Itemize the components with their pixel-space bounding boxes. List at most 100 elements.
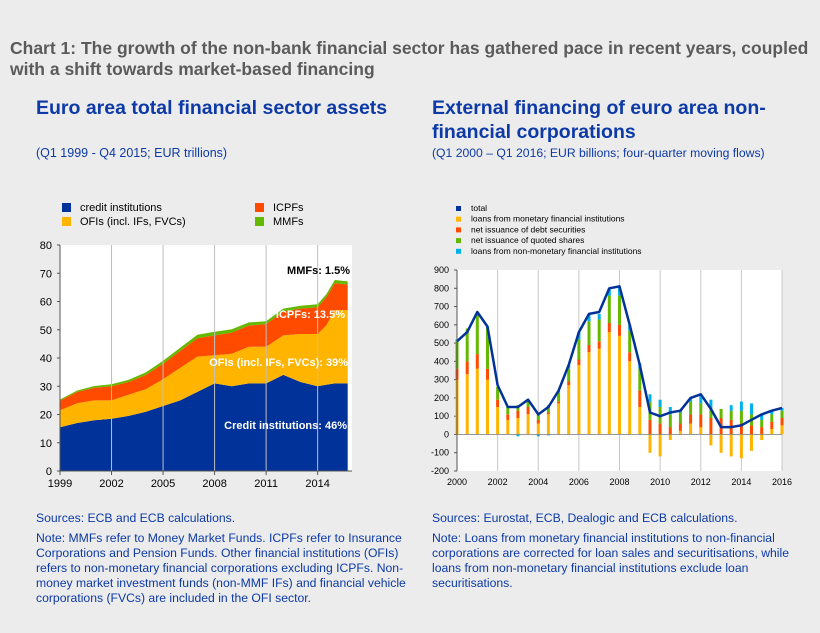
right-ytick-0: 0 [444, 429, 449, 439]
bar-net-issuance-of-quoted-shares-27 [729, 410, 733, 420]
right-ytick--200: -200 [431, 466, 449, 476]
bar-net-issuance-of-debt-securities-31 [770, 421, 774, 429]
right-chart: 2000 2002 2004 2006 2008 2010 2012 2014 20169008… [431, 203, 792, 487]
left-annotation-1: ICPFs: 13.5% [276, 309, 345, 321]
left-annotation-0: MMFs: 1.5% [287, 265, 350, 277]
bar-net-issuance-of-debt-securities-5 [506, 414, 510, 420]
right-xtick-2006: 2006 [569, 477, 589, 487]
right-ytick-400: 400 [434, 356, 449, 366]
bar-net-issuance-of-quoted-shares-1 [465, 328, 469, 362]
bar-net-issuance-of-debt-securities-23 [689, 414, 693, 424]
left-xtick-1999: 1999 [48, 478, 72, 490]
bar-loans-from-monetary-financial-institutions-21 [668, 434, 672, 440]
bar-loans-from-monetary-financial-institutions-31 [770, 429, 774, 435]
bar-loans-from-monetary-financial-institutions-15 [607, 332, 611, 435]
right-xtick-2008: 2008 [609, 477, 629, 487]
right-ytick-200: 200 [434, 393, 449, 403]
bar-net-issuance-of-debt-securities-25 [709, 418, 713, 435]
bar-net-issuance-of-debt-securities-17 [628, 352, 632, 362]
bar-loans-from-monetary-financial-institutions-7 [526, 414, 530, 435]
bar-loans-from-monetary-financial-institutions-29 [750, 434, 753, 451]
left-legend-swatch-credit-institutions [62, 203, 71, 212]
bar-loans-from-non-monetary-financial-institutions-21 [668, 407, 672, 415]
left-chart: 1999 2002 2005 2008 2011 2014 0 10 20 30 40 50 60 70 8… [40, 202, 352, 490]
left-ytick-80: 80 [40, 240, 52, 252]
bar-net-issuance-of-quoted-shares-14 [597, 319, 601, 342]
bar-net-issuance-of-debt-securities-13 [587, 344, 591, 353]
bar-loans-from-monetary-financial-institutions-9 [546, 414, 550, 435]
bar-net-issuance-of-debt-securities-2 [475, 354, 479, 369]
bar-loans-from-monetary-financial-institutions-2 [475, 368, 479, 435]
right-legend-swatch-loans-from-monetary-financial-institutions [456, 216, 461, 222]
bar-net-issuance-of-debt-securities-15 [607, 323, 611, 333]
right-chart-title: External financing of euro area non-fina… [432, 97, 766, 143]
bar-loans-from-monetary-financial-institutions-11 [567, 385, 571, 435]
bar-net-issuance-of-quoted-shares-9 [546, 405, 550, 413]
bar-loans-from-monetary-financial-institutions-5 [506, 419, 510, 435]
bar-net-issuance-of-quoted-shares-18 [638, 368, 642, 391]
right-ytick-100: 100 [434, 411, 449, 421]
left-xtick-2002: 2002 [99, 478, 123, 490]
right-xtick-2012: 2012 [691, 477, 711, 487]
bar-net-issuance-of-debt-securities-8 [536, 419, 540, 424]
bar-loans-from-monetary-financial-institutions-25 [709, 434, 713, 446]
bar-loans-from-monetary-financial-institutions-6 [516, 418, 520, 435]
left-ytick-50: 50 [40, 325, 52, 337]
left-ytick-20: 20 [40, 410, 52, 422]
bar-net-issuance-of-debt-securities-24 [699, 414, 703, 428]
left-xtick-2005: 2005 [151, 478, 175, 490]
bar-loans-from-monetary-financial-institutions-3 [486, 379, 489, 435]
bar-net-issuance-of-debt-securities-7 [526, 407, 530, 415]
bar-loans-from-non-monetary-financial-institutions-28 [739, 401, 743, 411]
bar-loans-from-non-monetary-financial-institutions-32 [780, 408, 784, 411]
bar-net-issuance-of-quoted-shares-24 [699, 403, 703, 415]
bar-net-issuance-of-quoted-shares-5 [506, 407, 510, 415]
bar-loans-from-monetary-financial-institutions-23 [689, 423, 693, 435]
area-icpfs [60, 283, 348, 411]
bar-loans-from-non-monetary-financial-institutions-27 [729, 405, 733, 411]
bar-net-issuance-of-quoted-shares-28 [739, 410, 743, 424]
bar-net-issuance-of-quoted-shares-23 [689, 401, 693, 415]
bar-net-issuance-of-debt-securities-30 [760, 427, 764, 435]
left-chart-title: Euro area total financial sector assets [36, 97, 388, 119]
left-legend-mmfs: MMFs [273, 216, 304, 228]
right-note: Note: Loans from monetary financial inst… [432, 531, 790, 590]
bar-loans-from-monetary-financial-institutions-26 [719, 434, 723, 453]
right-legend-swatch-net-issuance-of-quoted-shares [456, 238, 461, 244]
bar-net-issuance-of-quoted-shares-31 [770, 414, 774, 422]
bar-loans-from-non-monetary-financial-institutions-20 [658, 399, 662, 407]
bar-net-issuance-of-debt-securities-9 [546, 412, 550, 415]
left-sources: Sources: ECB and ECB calculations. [36, 511, 236, 525]
bar-loans-from-non-monetary-financial-institutions-14 [597, 313, 601, 320]
bar-net-issuance-of-quoted-shares-7 [526, 399, 530, 407]
bar-loans-from-monetary-financial-institutions-28 [739, 434, 743, 459]
bar-loans-from-non-monetary-financial-institutions-24 [699, 394, 703, 404]
bar-loans-from-monetary-financial-institutions-27 [729, 434, 733, 457]
bar-loans-from-monetary-financial-institutions-32 [780, 425, 784, 435]
right-legend-net-issuance-of-debt-securities: net issuance of debt securities [471, 224, 585, 234]
bar-loans-from-monetary-financial-institutions-10 [557, 403, 561, 435]
bar-net-issuance-of-debt-securities-6 [516, 410, 520, 418]
right-xtick-2010: 2010 [650, 477, 670, 487]
left-xtick-2008: 2008 [202, 478, 226, 490]
bar-net-issuance-of-debt-securities-3 [486, 368, 489, 380]
left-legend-swatch-mmfs [255, 217, 264, 226]
right-ytick-800: 800 [434, 283, 449, 293]
bar-net-issuance-of-quoted-shares-21 [668, 414, 672, 428]
right-ytick-600: 600 [434, 320, 449, 330]
right-legend-swatch-loans-from-non-monetary-financial-institutions [456, 248, 461, 254]
bar-net-issuance-of-debt-securities-22 [678, 423, 682, 431]
right-legend-loans-from-monetary-financial-institutions: loans from monetary financial institutio… [471, 214, 625, 224]
bar-net-issuance-of-debt-securities-1 [465, 361, 469, 375]
bar-net-issuance-of-debt-securities-16 [618, 324, 621, 336]
main-title: Chart 1: The growth of the non-bank fina… [10, 38, 809, 79]
right-ytick-900: 900 [434, 265, 449, 275]
left-annotation-3: Credit institutions: 46% [224, 420, 347, 432]
bar-loans-from-monetary-financial-institutions-19 [648, 434, 652, 453]
bar-net-issuance-of-quoted-shares-3 [486, 328, 489, 369]
right-legend-total: total [471, 203, 487, 213]
bar-loans-from-non-monetary-financial-institutions-15 [607, 288, 611, 296]
bar-loans-from-monetary-financial-institutions-24 [699, 427, 703, 435]
bar-net-issuance-of-debt-securities-28 [739, 423, 743, 435]
left-xtick-2014: 2014 [305, 478, 329, 490]
